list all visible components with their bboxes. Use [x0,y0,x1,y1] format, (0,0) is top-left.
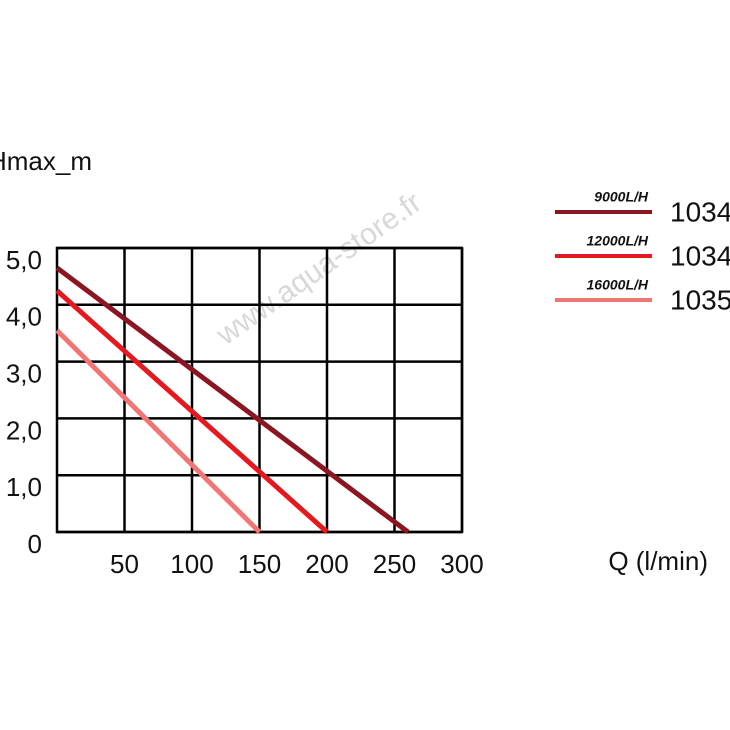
legend-model: 1035 [670,284,730,315]
y-tick-label: 2,0 [6,415,42,445]
legend-model: 1034 [670,240,730,271]
line [55,288,329,534]
x-axis-label: Q (l/min) [608,546,708,576]
x-tick-label: 100 [170,549,213,579]
legend-label: 9000L/H [594,189,649,205]
line [55,328,262,534]
legend-label: 16000L/H [587,277,649,293]
x-tick-label: 150 [238,549,281,579]
x-tick-label: 50 [110,549,139,579]
legend-model: 1034 [670,196,730,227]
x-tick-label: 300 [440,549,483,579]
y-tick-label: 0 [28,529,42,559]
line [55,265,410,534]
y-tick-label: 3,0 [6,358,42,388]
y-tick-label: 5,0 [6,245,42,275]
legend-label: 12000L/H [587,233,649,249]
y-axis-label: Hmax_m [0,146,92,176]
x-tick-label: 250 [373,549,416,579]
y-tick-label: 4,0 [6,302,42,332]
x-tick-label: 200 [305,549,348,579]
y-tick-label: 1,0 [6,472,42,502]
